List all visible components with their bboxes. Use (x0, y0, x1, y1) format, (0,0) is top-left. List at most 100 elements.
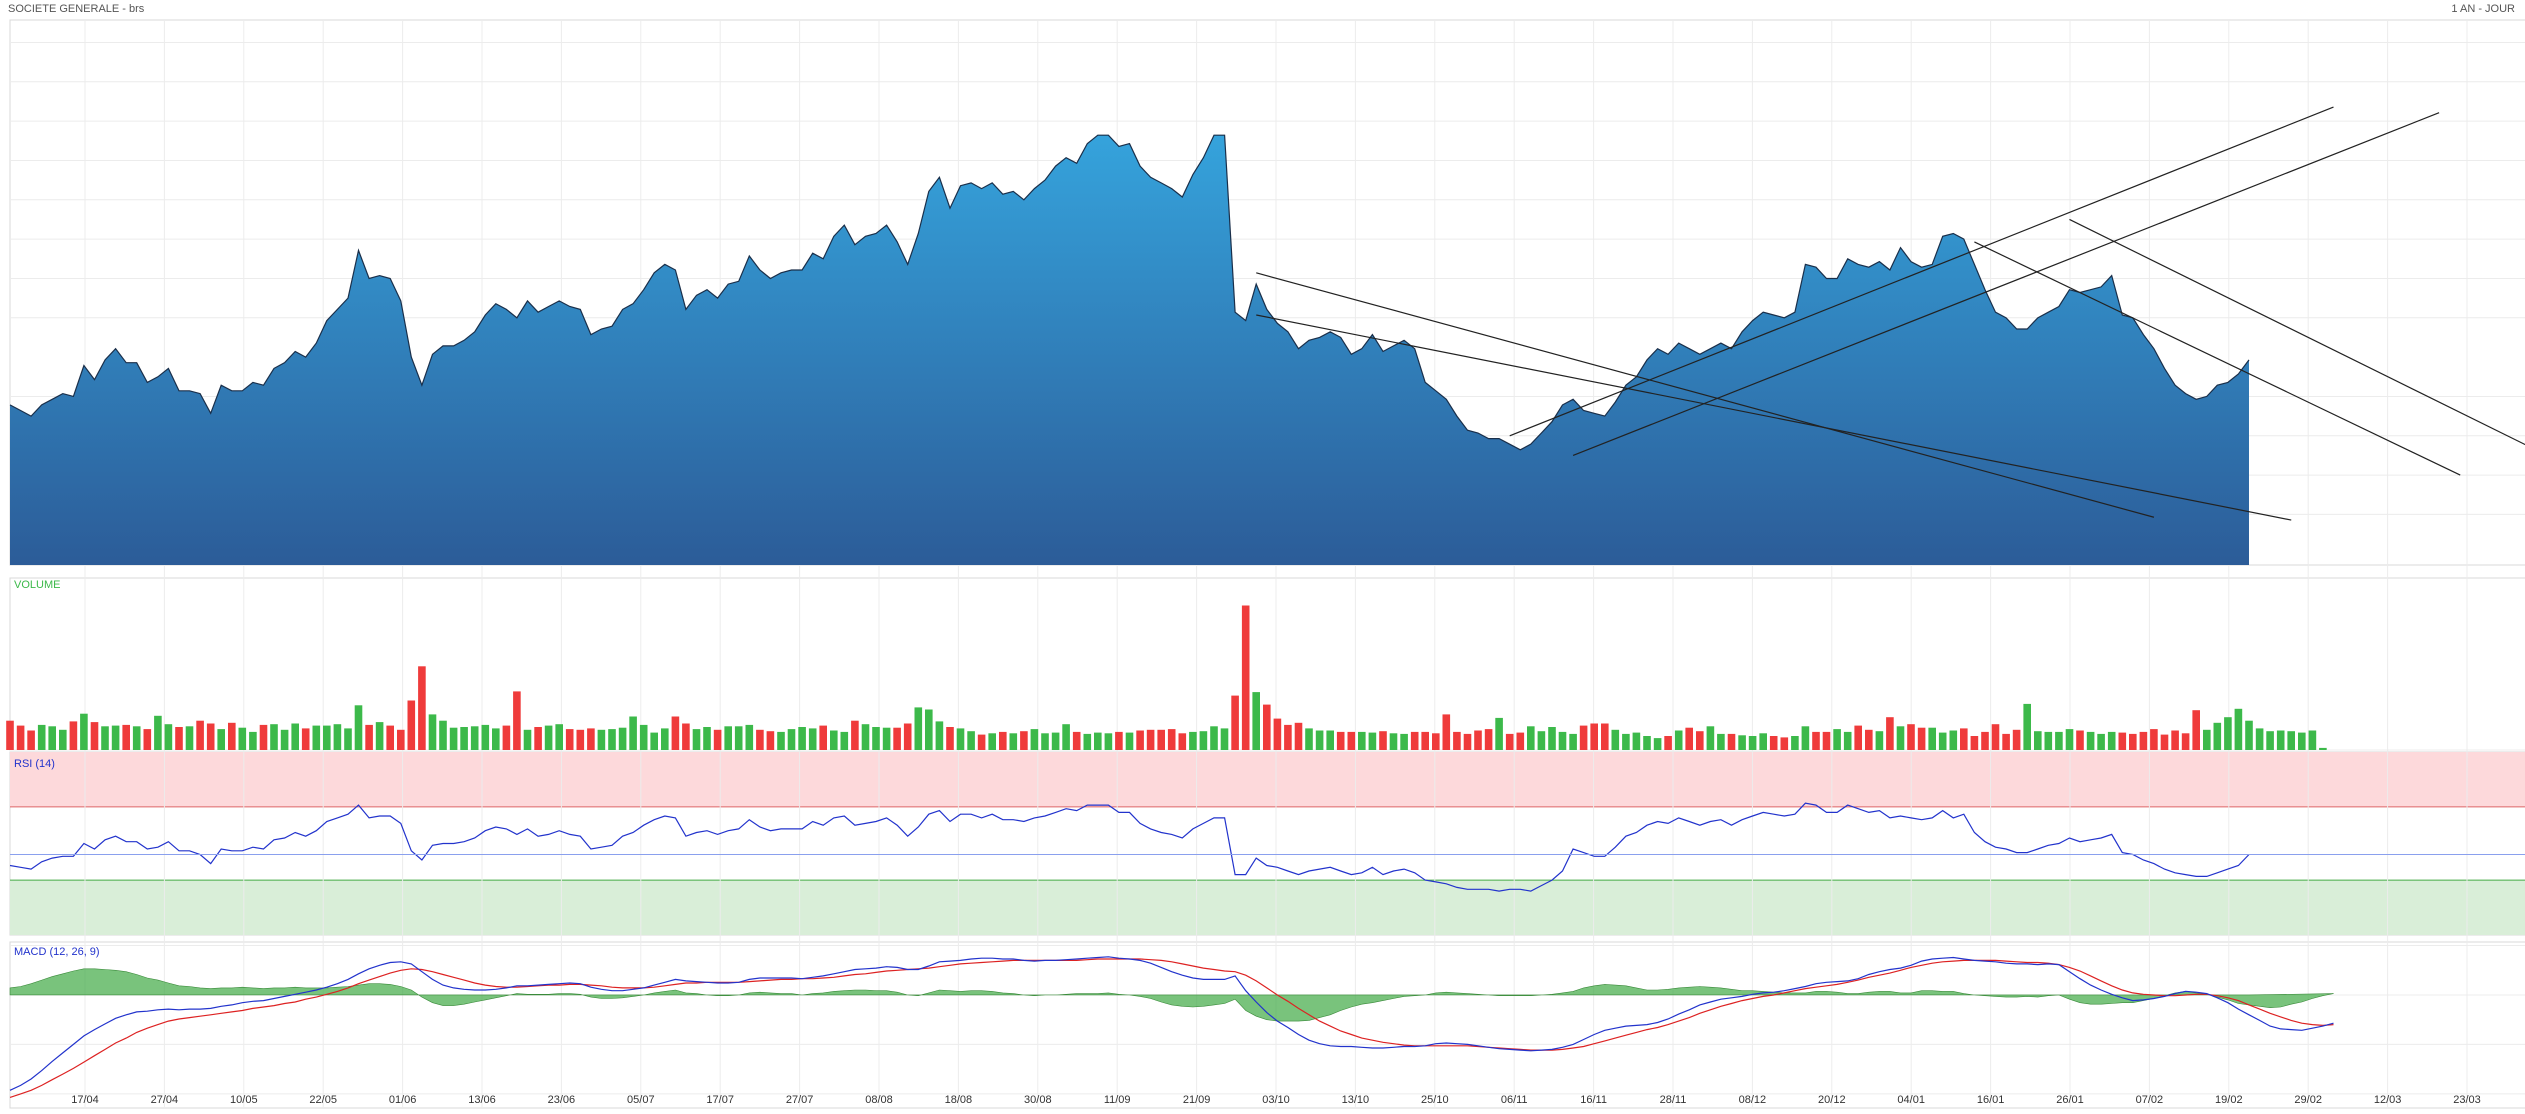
volume-bar (1643, 736, 1651, 750)
volume-bar (1484, 729, 1493, 750)
macd-panel-title: MACD (12, 26, 9) (14, 946, 100, 958)
volume-bar (2086, 731, 2095, 750)
chart-title: SOCIETE GENERALE - brs (8, 3, 145, 15)
volume-bar (1368, 732, 1377, 750)
volume-bar (1854, 725, 1862, 750)
volume-bar (1590, 723, 1598, 750)
volume-bar (1727, 733, 1736, 750)
volume-bar (745, 724, 754, 750)
volume-bar (1833, 729, 1841, 750)
trendline (1256, 272, 2155, 518)
volume-bar (1738, 735, 1746, 750)
trendline (1974, 241, 2461, 476)
x-tick-label: 16/11 (1580, 1094, 1607, 1106)
volume-bar (999, 731, 1007, 750)
volume-bar (882, 727, 891, 750)
volume-bar (777, 731, 785, 750)
volume-bar (1991, 724, 2000, 750)
volume-bar (428, 714, 437, 750)
volume-bar (1759, 733, 1767, 750)
volume-bar (122, 724, 130, 750)
x-tick-label: 08/12 (1739, 1094, 1767, 1106)
volume-bar (90, 722, 99, 750)
volume-bar (27, 730, 35, 750)
volume-bar (1220, 728, 1229, 750)
volume-bar (164, 724, 173, 750)
trendline (1256, 314, 2292, 521)
volume-bar (756, 729, 764, 750)
volume-bar (1104, 733, 1113, 750)
x-tick-label: 18/08 (945, 1094, 973, 1106)
volume-bar (2055, 731, 2063, 750)
macd-line (9, 956, 2334, 1091)
volume-bar (1379, 731, 1387, 750)
volume-bar (2097, 733, 2105, 750)
x-tick-label: 22/05 (309, 1094, 337, 1106)
x-tick-label: 29/02 (2294, 1094, 2322, 1106)
volume-bar (1252, 692, 1260, 750)
volume-bar (1305, 728, 1313, 750)
volume-bar (819, 725, 827, 750)
volume-bar (132, 726, 141, 750)
volume-bar (840, 731, 849, 750)
volume-bar (1146, 729, 1155, 750)
volume-bar (914, 707, 923, 750)
volume-bar (16, 725, 25, 750)
x-tick-label: 06/11 (1501, 1094, 1528, 1106)
volume-bar (1970, 736, 1979, 750)
volume-bar (2076, 730, 2084, 750)
volume-bar (1706, 726, 1715, 750)
volume-bar (2012, 729, 2021, 750)
volume-bar (185, 726, 194, 750)
volume-bar (1685, 727, 1693, 750)
volume-bar (2107, 731, 2116, 750)
volume-bar (1928, 727, 1936, 750)
volume-bar (1453, 731, 1461, 750)
macd-panel-frame (9, 941, 2525, 1109)
volume-bar (1263, 704, 1271, 750)
x-tick-label: 10/05 (230, 1094, 258, 1106)
x-tick-label: 17/07 (706, 1094, 734, 1106)
volume-bar (365, 724, 373, 750)
x-tick-label: 16/01 (1977, 1094, 2005, 1106)
volume-bar (375, 722, 384, 750)
volume-bar (682, 723, 690, 750)
x-tick-label: 27/04 (151, 1094, 179, 1106)
x-tick-label: 13/06 (468, 1094, 496, 1106)
x-tick-label: 27/07 (786, 1094, 814, 1106)
volume-bar (37, 724, 46, 750)
volume-bar (1115, 731, 1123, 750)
volume-bar (154, 715, 162, 750)
x-tick-label: 19/02 (2215, 1094, 2243, 1106)
volume-bar (1167, 729, 1176, 750)
volume-bar (967, 731, 975, 750)
volume-bar (1020, 731, 1028, 750)
volume-bar (1822, 731, 1831, 750)
x-tick-label: 30/08 (1024, 1094, 1052, 1106)
volume-bar (1421, 731, 1429, 750)
volume-bar (238, 727, 247, 750)
volume-bar (1865, 729, 1873, 750)
trendline (1572, 112, 2440, 456)
volume-bar (1664, 736, 1672, 750)
volume-bar (1622, 733, 1630, 750)
volume-bar (1791, 736, 1799, 750)
volume-bar (597, 729, 606, 750)
volume-bar (502, 725, 511, 750)
volume-bar (903, 723, 912, 750)
volume-bar (1189, 731, 1197, 750)
volume-bar (418, 666, 426, 750)
volume-bar (1062, 724, 1070, 750)
volume-bar (1579, 725, 1588, 750)
volume-bar (1009, 733, 1018, 750)
volume-bar (1474, 730, 1482, 750)
volume-bar (1780, 737, 1789, 750)
x-tick-label: 21/09 (1183, 1094, 1211, 1106)
volume-bar (2287, 731, 2295, 750)
volume-bar (2224, 717, 2232, 750)
volume-bar (1748, 736, 1757, 750)
volume-bar (851, 720, 859, 750)
x-tick-label: 12/03 (2374, 1094, 2402, 1106)
volume-bar (1273, 718, 1282, 750)
